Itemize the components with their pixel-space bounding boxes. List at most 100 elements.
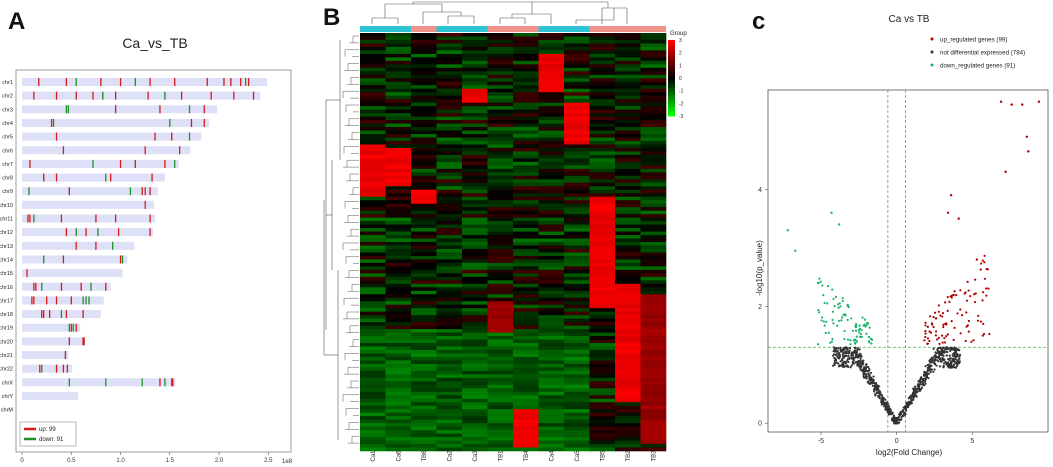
heatmap-cell bbox=[436, 259, 463, 264]
heatmap-cell bbox=[615, 161, 641, 166]
point-up-regulated bbox=[938, 342, 941, 345]
point-not-differential bbox=[898, 413, 901, 416]
heatmap-cell bbox=[589, 67, 616, 72]
heatmap-cell bbox=[538, 210, 565, 215]
heatmap-cell bbox=[564, 412, 590, 417]
heatmap-cell bbox=[589, 360, 616, 365]
heatmap-cell bbox=[615, 88, 641, 93]
point-up-regulated bbox=[981, 291, 985, 294]
heatmap-cell bbox=[564, 95, 590, 100]
heatmap-cell bbox=[360, 78, 386, 83]
heatmap-cell bbox=[640, 252, 667, 257]
heatmap-cell bbox=[589, 238, 616, 243]
heatmap-cell bbox=[615, 196, 641, 201]
heatmap-cell bbox=[513, 50, 539, 55]
point-not-differential bbox=[918, 383, 921, 387]
heatmap-cell bbox=[615, 74, 641, 79]
heatmap-cell bbox=[436, 161, 463, 166]
heatmap-cell bbox=[436, 252, 463, 257]
heatmap-cell bbox=[640, 245, 667, 250]
heatmap-cell bbox=[538, 71, 565, 76]
heatmap-cell bbox=[411, 252, 437, 257]
heatmap-cell bbox=[538, 242, 565, 246]
heatmap-cell bbox=[411, 280, 437, 285]
heatmap-cell bbox=[589, 322, 616, 326]
heatmap-cell bbox=[411, 242, 437, 246]
heatmap-cell bbox=[513, 280, 539, 285]
point-down-regulated bbox=[823, 324, 826, 327]
point-down-regulated bbox=[861, 316, 864, 319]
heatmap-cell bbox=[436, 416, 463, 420]
heatmap-cell bbox=[385, 158, 412, 163]
heatmap-cell bbox=[538, 182, 565, 187]
heatmap-cell bbox=[589, 426, 616, 431]
point-not-differential bbox=[946, 361, 950, 364]
point-not-differential bbox=[945, 354, 948, 357]
heatmap-cell bbox=[436, 46, 463, 51]
heatmap-cell bbox=[564, 140, 590, 145]
heatmap-cell bbox=[487, 238, 514, 243]
heatmap-cell bbox=[462, 238, 488, 243]
heatmap-cell bbox=[589, 85, 616, 90]
heatmap-cell bbox=[538, 405, 565, 410]
heatmap-cell bbox=[615, 419, 641, 424]
point-up-regulated bbox=[982, 332, 986, 336]
point-not-differential bbox=[840, 350, 843, 353]
heatmap-cell bbox=[615, 200, 641, 204]
group-cell bbox=[640, 26, 666, 32]
heatmap-cell bbox=[385, 64, 412, 69]
heatmap-cell bbox=[360, 39, 386, 44]
point-not-differential bbox=[957, 348, 960, 351]
heatmap-cell bbox=[640, 419, 667, 424]
ideogram-frame bbox=[15, 69, 292, 453]
point-not-differential bbox=[843, 356, 846, 359]
heatmap-cell bbox=[564, 245, 590, 250]
heatmap-cell bbox=[564, 81, 590, 86]
heatmap-cell bbox=[589, 57, 616, 62]
point-not-differential bbox=[855, 350, 858, 353]
chromosome-band bbox=[22, 146, 191, 155]
heatmap-cell bbox=[538, 297, 565, 302]
heatmap-cell bbox=[385, 39, 412, 44]
heatmap-cell bbox=[615, 325, 641, 330]
heatmap-cell bbox=[640, 367, 667, 372]
point-not-differential bbox=[847, 360, 850, 364]
up-gene-mark bbox=[114, 105, 117, 114]
heatmap-cell bbox=[385, 332, 412, 337]
heatmap-cell bbox=[462, 64, 488, 69]
heatmap-cell bbox=[411, 106, 437, 110]
heatmap-cell bbox=[436, 221, 463, 225]
heatmap-cell bbox=[615, 332, 641, 337]
heatmap-cell bbox=[513, 102, 539, 107]
heatmap-cell bbox=[360, 290, 386, 295]
heatmap-cell bbox=[411, 154, 437, 159]
group-cell bbox=[589, 26, 615, 32]
heatmap-cell bbox=[462, 294, 488, 299]
heatmap-cell bbox=[615, 294, 641, 299]
point-up-regulated bbox=[988, 332, 991, 336]
heatmap-cell bbox=[487, 273, 514, 278]
heatmap-cell bbox=[538, 349, 565, 354]
heatmap-cell bbox=[513, 381, 539, 386]
point-down-regulated bbox=[849, 343, 852, 346]
point-not-differential bbox=[927, 363, 930, 367]
point-not-differential bbox=[893, 421, 897, 425]
heatmap-cell bbox=[385, 412, 412, 417]
column-dendrogram bbox=[371, 1, 628, 24]
heatmap-cell bbox=[640, 412, 667, 417]
heatmap-cell bbox=[411, 311, 437, 316]
heatmap-cell bbox=[615, 315, 641, 319]
heatmap-cell bbox=[615, 444, 641, 448]
heatmap-cell bbox=[385, 88, 412, 93]
heatmap-cell bbox=[589, 161, 616, 166]
color-scale-step bbox=[668, 62, 675, 65]
heatmap-cell bbox=[487, 242, 514, 246]
down-gene-mark bbox=[97, 228, 99, 237]
color-scale-step bbox=[668, 48, 675, 51]
heatmap-cell bbox=[589, 154, 616, 159]
y-tick-label: 2 bbox=[758, 304, 762, 311]
down-gene-mark bbox=[244, 78, 247, 86]
heatmap-cell bbox=[615, 64, 641, 69]
heatmap-cell bbox=[487, 116, 514, 121]
heatmap-cell bbox=[538, 81, 565, 86]
